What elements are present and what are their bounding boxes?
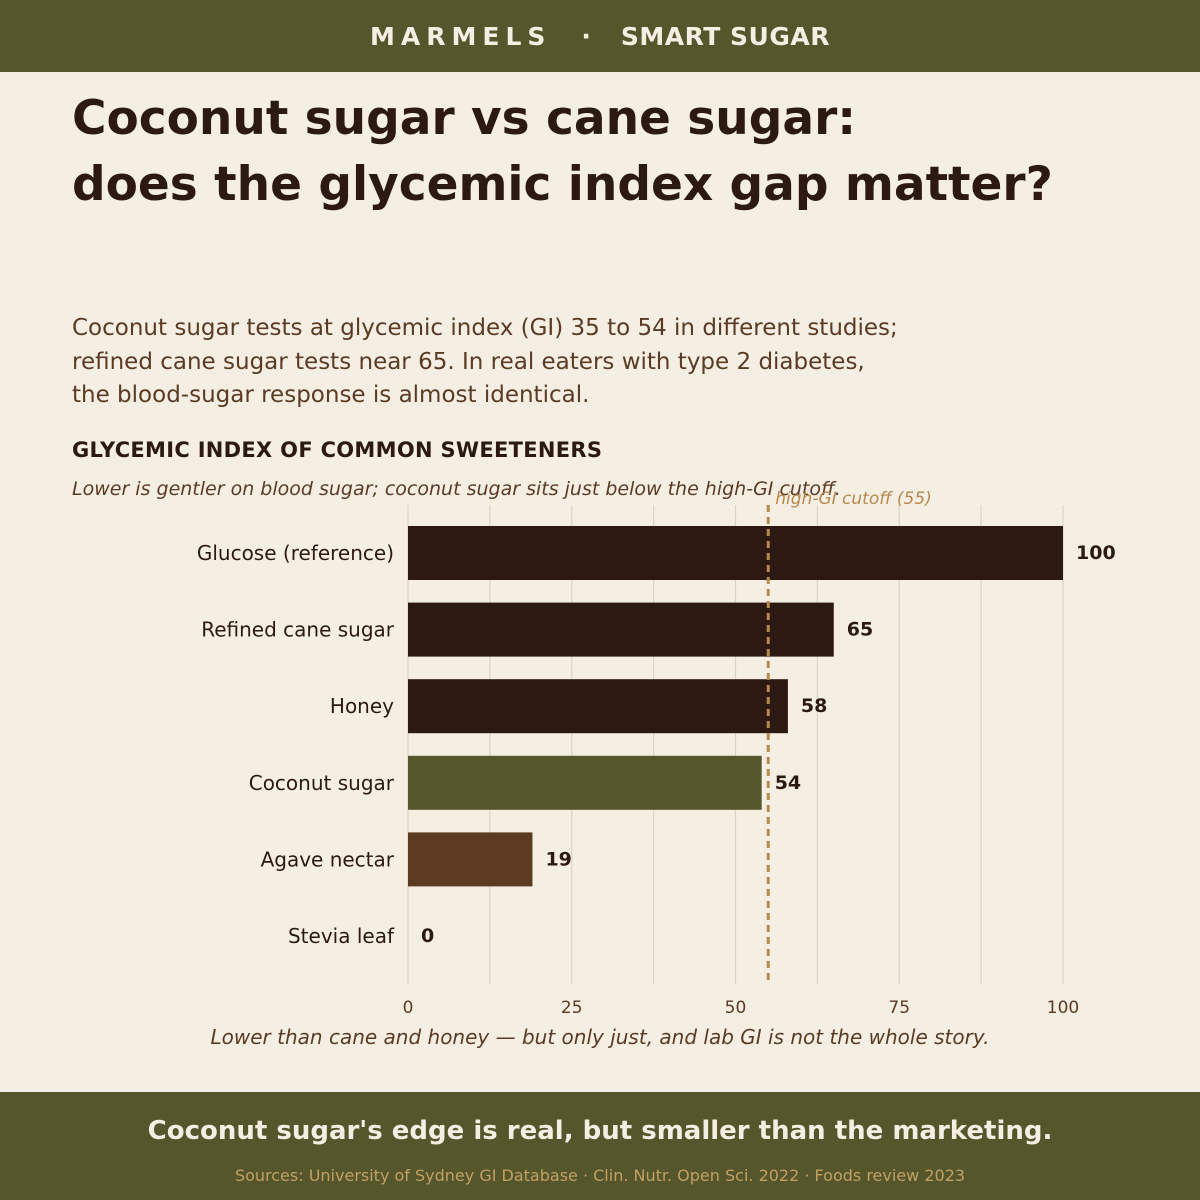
- x-tick-label: 50: [725, 998, 747, 1018]
- header-separator: ·: [581, 21, 591, 51]
- value-label: 54: [775, 772, 801, 794]
- headline-line-1: Coconut sugar vs cane sugar:: [72, 91, 857, 146]
- gi-bar-chart: Glucose (reference) 100 Refined cane sugar…: [197, 489, 1116, 1018]
- category-label: Glucose (reference): [197, 541, 394, 565]
- x-tick-label: 75: [888, 998, 910, 1018]
- x-tick-label: 25: [561, 998, 583, 1018]
- category-label: Honey: [330, 694, 394, 718]
- x-tick-label: 0: [403, 998, 414, 1018]
- x-tick-label: 100: [1047, 998, 1079, 1018]
- chart-title: GLYCEMIC INDEX OF COMMON SWEETENERS: [72, 438, 603, 462]
- sources: Sources: University of Sydney GI Databas…: [234, 1166, 966, 1185]
- value-label: 19: [545, 848, 571, 870]
- dek-line-2: refined cane sugar tests near 65. In rea…: [72, 348, 865, 375]
- product-name: SMART SUGAR: [620, 21, 830, 51]
- category-label: Refined cane sugar: [201, 618, 395, 642]
- dek-line-3: the blood-sugar response is almost ident…: [72, 382, 590, 408]
- header-band: MARMELS · SMART SUGAR: [0, 0, 1200, 72]
- category-label: Coconut sugar: [249, 771, 395, 795]
- cutoff-label: high-GI cutoff (55): [775, 489, 932, 509]
- value-label: 58: [801, 695, 827, 717]
- headline-line-2: does the glycemic index gap matter?: [72, 157, 1053, 212]
- brand-name: MARMELS: [370, 21, 552, 51]
- bar-0: [408, 526, 1063, 580]
- value-label: 65: [847, 619, 873, 641]
- value-label: 0: [421, 925, 434, 947]
- takeaway: Coconut sugar's edge is real, but smalle…: [147, 1116, 1053, 1146]
- bar-4: [408, 832, 533, 887]
- bar-2: [408, 679, 788, 734]
- bar-3: [408, 755, 762, 810]
- category-label: Stevia leaf: [288, 924, 395, 948]
- category-label: Agave nectar: [261, 847, 395, 871]
- headline: Coconut sugar vs cane sugar: does the gl…: [72, 86, 1152, 218]
- chart-caption: Lower than cane and honey — but only jus…: [210, 1025, 990, 1049]
- chart-subtitle: Lower is gentler on blood sugar; coconut…: [72, 478, 841, 500]
- value-label: 100: [1076, 542, 1116, 564]
- bar-1: [408, 602, 834, 657]
- dek: Coconut sugar tests at glycemic index (G…: [72, 312, 1132, 413]
- dek-line-1: Coconut sugar tests at glycemic index (G…: [72, 315, 898, 341]
- footer-band: [0, 1092, 1200, 1200]
